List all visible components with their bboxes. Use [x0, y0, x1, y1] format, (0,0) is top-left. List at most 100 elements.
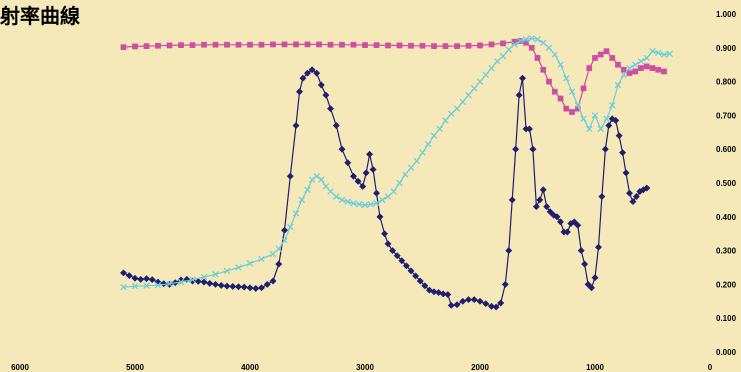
- data-point: [609, 102, 616, 109]
- data-point: [354, 177, 362, 185]
- data-point: [605, 121, 613, 130]
- data-point: [643, 54, 650, 62]
- data-point: [528, 35, 535, 42]
- data-point: [293, 41, 299, 48]
- data-point: [430, 288, 438, 296]
- data-point: [430, 132, 438, 139]
- data-point: [591, 112, 599, 119]
- data-point: [120, 283, 127, 291]
- data-point: [235, 264, 242, 271]
- data-point: [376, 213, 384, 221]
- data-point: [344, 159, 352, 167]
- x-tick-label: 1000: [586, 363, 604, 372]
- data-point: [120, 44, 127, 50]
- data-point: [439, 290, 447, 298]
- data-point: [350, 41, 357, 48]
- data-point: [629, 198, 637, 206]
- data-point: [200, 273, 208, 281]
- data-point: [655, 49, 662, 57]
- data-point: [563, 105, 570, 112]
- data-point: [522, 36, 530, 43]
- data-point: [269, 250, 277, 258]
- data-point: [471, 85, 478, 92]
- data-point: [402, 171, 409, 178]
- data-point: [131, 274, 139, 282]
- data-point: [373, 200, 380, 207]
- data-point: [612, 116, 620, 125]
- data-point: [557, 61, 564, 68]
- data-point: [609, 55, 616, 61]
- data-point: [444, 290, 452, 299]
- data-point: [447, 301, 455, 309]
- data-point: [280, 226, 289, 234]
- y-tick-label: 0.200: [716, 280, 737, 289]
- data-point: [525, 125, 534, 133]
- y-tick-label: 0.900: [716, 44, 737, 53]
- data-point: [211, 280, 220, 288]
- data-point: [206, 279, 214, 287]
- data-point: [488, 64, 495, 72]
- data-point: [419, 149, 426, 156]
- chart-title: 射率曲線: [0, 4, 80, 28]
- data-point: [318, 176, 325, 183]
- data-point: [459, 297, 467, 305]
- data-point: [235, 41, 242, 48]
- data-point: [361, 201, 369, 209]
- data-point: [299, 74, 307, 82]
- data-point: [661, 68, 667, 75]
- data-point: [540, 66, 547, 73]
- data-point: [356, 201, 363, 208]
- data-point: [160, 280, 168, 288]
- data-point: [500, 40, 506, 47]
- data-point: [660, 51, 668, 58]
- data-point: [563, 74, 570, 82]
- data-point: [601, 145, 609, 153]
- data-point: [308, 176, 316, 183]
- data-point: [436, 125, 443, 133]
- data-point: [402, 262, 410, 270]
- data-point: [448, 110, 455, 117]
- data-point: [380, 230, 389, 238]
- data-point: [603, 48, 610, 55]
- data-point: [200, 278, 208, 286]
- data-point: [508, 196, 516, 204]
- y-tick-label: 0.800: [716, 78, 737, 87]
- y-tick-label: 0.100: [716, 314, 737, 323]
- data-point: [303, 69, 312, 77]
- data-point: [553, 213, 561, 221]
- x-tick-label: 2000: [471, 363, 489, 372]
- data-point: [281, 41, 288, 48]
- data-point: [643, 63, 650, 70]
- data-point: [229, 282, 237, 290]
- data-point: [499, 53, 507, 60]
- data-point: [416, 277, 424, 285]
- data-point: [603, 115, 610, 123]
- data-point: [189, 42, 196, 48]
- data-point: [620, 66, 627, 73]
- data-point: [563, 228, 571, 236]
- data-point: [597, 51, 604, 58]
- data-point: [292, 121, 300, 130]
- data-point: [366, 150, 374, 158]
- data-point: [505, 247, 513, 255]
- data-point: [252, 284, 260, 293]
- data-point: [546, 78, 552, 85]
- data-point: [275, 245, 282, 253]
- series-3: [120, 35, 673, 291]
- data-point: [194, 277, 202, 285]
- data-point: [431, 43, 437, 49]
- data-point: [545, 44, 553, 52]
- data-point: [649, 65, 656, 71]
- data-point: [666, 50, 673, 58]
- data-point: [580, 115, 587, 123]
- data-point: [257, 284, 266, 292]
- data-point: [586, 65, 593, 71]
- data-point: [390, 188, 397, 195]
- data-point: [528, 44, 535, 51]
- data-point: [476, 78, 484, 85]
- x-tick-label: 3000: [356, 363, 374, 372]
- data-point: [398, 257, 406, 265]
- data-point: [298, 196, 305, 204]
- data-point: [385, 42, 391, 49]
